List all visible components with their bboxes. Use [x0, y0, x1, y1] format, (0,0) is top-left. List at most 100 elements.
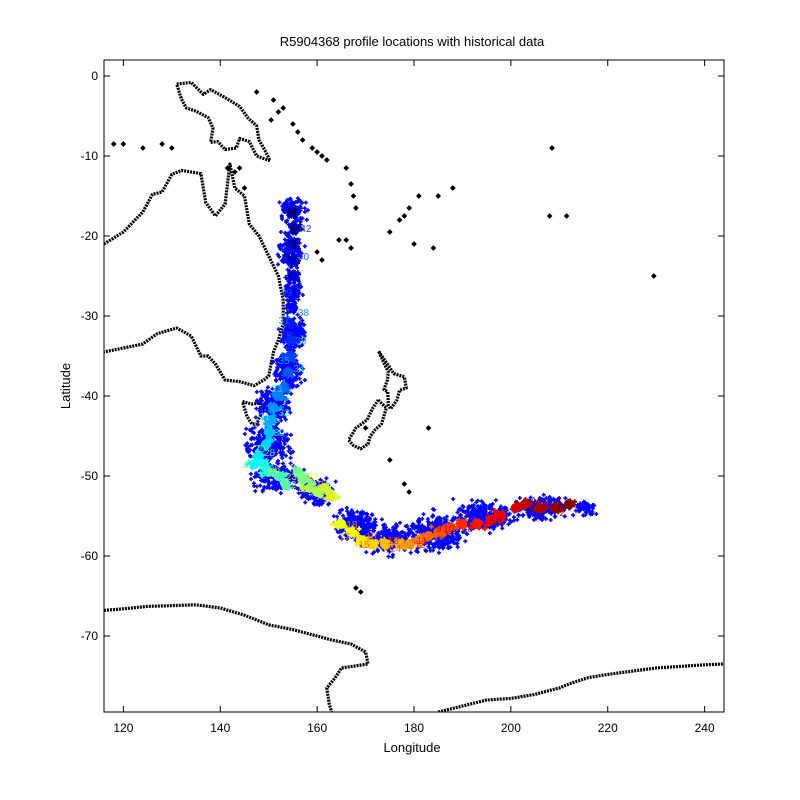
historical-point [280, 243, 285, 248]
historical-point [345, 509, 350, 514]
island-point [343, 237, 350, 243]
profile-point [543, 501, 549, 506]
island-point [231, 169, 238, 175]
historical-point [355, 509, 360, 514]
historical-point [473, 508, 478, 512]
profile-location [287, 271, 298, 281]
historical-point [298, 285, 303, 290]
historical-point [422, 542, 427, 547]
historical-point [257, 408, 262, 413]
historical-point [278, 339, 283, 344]
historical-point [299, 251, 304, 256]
profile-number-label: 6 [497, 516, 503, 527]
coastline [437, 662, 724, 712]
profile-number-label: 29 [254, 444, 266, 455]
profile-number-label: 27 [242, 460, 254, 471]
profile-location [433, 527, 444, 537]
historical-point [255, 422, 260, 427]
profile-location [472, 519, 482, 529]
profile-number-label: 13 [388, 536, 400, 547]
historical-point [283, 241, 287, 246]
historical-point [305, 494, 310, 498]
historical-point [537, 496, 542, 501]
historical-point [562, 514, 567, 519]
island-point [319, 257, 325, 263]
historical-point [359, 512, 364, 517]
historical-point [583, 500, 588, 505]
historical-point [365, 511, 369, 516]
historical-point [444, 514, 449, 519]
historical-point [279, 418, 284, 423]
historical-point [273, 446, 278, 451]
historical-point [527, 514, 532, 519]
profile-number-label: 1 [557, 496, 563, 507]
historical-point [483, 508, 488, 513]
profile-location [549, 503, 560, 513]
historical-point [257, 438, 262, 443]
historical-point [532, 501, 537, 505]
profile-location [534, 503, 545, 513]
profile-number-label: 42 [300, 224, 312, 235]
profile-point [356, 526, 362, 532]
island-point [294, 129, 301, 135]
x-tick-label: 120 [113, 721, 133, 735]
island-point [253, 89, 260, 95]
historical-point [551, 496, 556, 501]
historical-point [386, 554, 391, 559]
profile-number-label: 16 [366, 532, 378, 543]
profile-number-label: 12 [414, 540, 426, 551]
historical-point [261, 487, 266, 492]
historical-point [387, 549, 392, 554]
historical-point [291, 348, 296, 353]
historical-point [573, 508, 578, 513]
historical-point [254, 389, 259, 394]
historical-point [431, 545, 436, 549]
profile-number-label: 28 [264, 448, 276, 459]
historical-point [284, 344, 289, 349]
profile-location [280, 479, 291, 489]
profile-number-label: 24 [291, 480, 303, 491]
historical-point [295, 383, 300, 388]
island-point [430, 245, 437, 251]
profile-location [287, 287, 298, 297]
historical-point [520, 513, 525, 518]
island-point [353, 205, 359, 211]
historical-point [250, 442, 255, 447]
historical-point [528, 495, 533, 500]
historical-point [469, 509, 474, 514]
historical-point [476, 504, 480, 509]
historical-point [285, 400, 290, 404]
profile-location [326, 491, 337, 501]
historical-point [242, 431, 247, 436]
historical-point [449, 531, 454, 536]
historical-point [260, 393, 265, 398]
historical-point [254, 474, 259, 479]
island-point [563, 213, 570, 219]
historical-point [312, 502, 317, 507]
profile-location [287, 303, 298, 313]
historical-point [420, 527, 425, 532]
island-point [406, 205, 413, 211]
historical-point [398, 520, 402, 525]
historical-point [341, 513, 345, 518]
historical-point [493, 498, 498, 503]
profile-point [483, 522, 489, 528]
coastline [240, 400, 263, 426]
historical-point [275, 252, 280, 257]
historical-point [370, 512, 374, 517]
historical-point [516, 512, 521, 517]
y-tick-label: -30 [81, 309, 99, 323]
profile-location [510, 503, 521, 513]
historical-point [482, 505, 487, 509]
historical-point [508, 518, 512, 523]
profile-number-label: 4 [530, 496, 536, 507]
profile-point [331, 521, 337, 527]
island-point [299, 137, 306, 143]
historical-point [302, 378, 307, 383]
island-point [415, 193, 422, 199]
profile-point [283, 274, 289, 280]
profile-point [283, 316, 289, 322]
profile-number-label: 33 [271, 384, 283, 395]
historical-point [278, 230, 283, 234]
x-tick-label: 180 [404, 721, 424, 735]
